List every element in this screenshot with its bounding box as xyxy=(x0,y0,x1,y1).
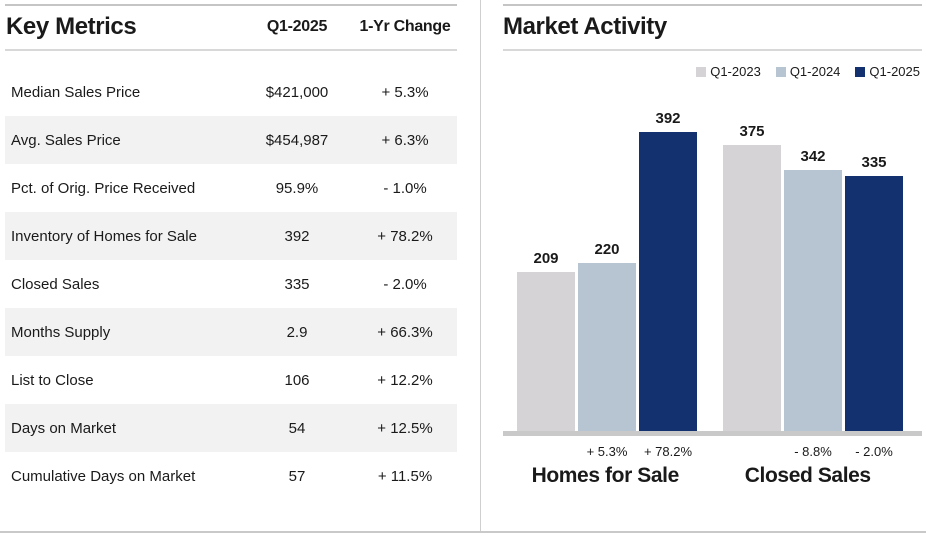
legend-swatch xyxy=(855,66,866,77)
table-row: List to Close 106 + 12.2% xyxy=(5,356,457,404)
metric-value: 392 xyxy=(284,227,310,245)
table-row: Median Sales Price $421,000 + 5.3% xyxy=(5,68,457,116)
bar xyxy=(578,263,636,431)
key-metrics-header: Key Metrics Q1-2025 1-Yr Change xyxy=(5,12,457,42)
bar-value-label: 375 xyxy=(739,123,765,140)
table-row: Pct. of Orig. Price Received 95.9% - 1.0% xyxy=(5,164,457,212)
key-metrics-title: Key Metrics xyxy=(6,13,137,40)
metric-value: 2.9 xyxy=(286,323,308,341)
bar-group: 375 342 335 xyxy=(723,123,903,431)
change-group: + 5.3% + 78.2% xyxy=(517,444,697,459)
market-activity-title-rule xyxy=(503,49,922,51)
metric-label: Median Sales Price xyxy=(11,83,141,101)
table-row: Inventory of Homes for Sale 392 + 78.2% xyxy=(5,212,457,260)
chart-bars: 209 220 392 375 342 335 xyxy=(503,91,922,431)
metric-change: + 6.3% xyxy=(381,131,429,149)
metric-label: Days on Market xyxy=(11,419,117,437)
metric-label: Inventory of Homes for Sale xyxy=(11,227,197,245)
metric-change: - 1.0% xyxy=(383,179,427,197)
bar-value-label: 392 xyxy=(655,110,681,127)
bar-cell: 335 xyxy=(845,154,903,431)
legend-item: Q1-2023 xyxy=(696,64,761,79)
metric-change: + 12.5% xyxy=(377,419,433,437)
chart-baseline xyxy=(503,431,922,436)
change-label: - 2.0% xyxy=(855,444,893,459)
bar-value-label: 335 xyxy=(861,154,887,171)
metric-label: Cumulative Days on Market xyxy=(11,467,196,485)
change-label: + 5.3% xyxy=(586,444,628,459)
table-row: Cumulative Days on Market 57 + 11.5% xyxy=(5,452,457,500)
table-row: Months Supply 2.9 + 66.3% xyxy=(5,308,457,356)
legend-swatch xyxy=(696,66,707,77)
table-row: Avg. Sales Price $454,987 + 6.3% xyxy=(5,116,457,164)
bar-cell: 375 xyxy=(723,123,781,431)
metric-value: $421,000 xyxy=(265,83,329,101)
change-group: - 8.8% - 2.0% xyxy=(723,444,903,459)
market-activity-panel: Market Activity Q1-2023 Q1-2024 Q1-2025 20… xyxy=(503,4,922,488)
metric-change: + 12.2% xyxy=(377,371,433,389)
change-label: + 78.2% xyxy=(643,444,693,459)
panel-divider xyxy=(480,0,481,533)
bar-cell: 342 xyxy=(784,148,842,431)
metric-value: 106 xyxy=(284,371,310,389)
metric-change: + 5.3% xyxy=(381,83,429,101)
bar xyxy=(517,272,575,431)
metric-label: Closed Sales xyxy=(11,275,100,293)
category-label: Closed Sales xyxy=(744,464,871,487)
chart-category-row: Homes for Sale Closed Sales xyxy=(503,464,922,488)
metric-value: $454,987 xyxy=(265,131,329,149)
metric-change: + 78.2% xyxy=(377,227,433,245)
table-row: Closed Sales 335 - 2.0% xyxy=(5,260,457,308)
legend-swatch xyxy=(775,66,786,77)
column-header-q1-2025: Q1-2025 xyxy=(266,18,328,35)
metric-change: + 66.3% xyxy=(377,323,433,341)
legend-label: Q1-2023 xyxy=(710,64,761,79)
bar-value-label: 220 xyxy=(594,241,620,258)
change-label: - 8.8% xyxy=(794,444,832,459)
key-metrics-body: Median Sales Price $421,000 + 5.3% Avg. Sal… xyxy=(5,68,457,500)
metric-value: 95.9% xyxy=(275,179,319,197)
bottom-rule xyxy=(0,531,926,533)
metric-change: + 11.5% xyxy=(377,467,433,485)
bar-value-label: 209 xyxy=(533,250,559,267)
category-label: Homes for Sale xyxy=(531,464,680,487)
change-label xyxy=(723,444,781,459)
chart-change-row: + 5.3% + 78.2% - 8.8% - 2.0% xyxy=(503,444,922,459)
bar xyxy=(639,132,697,431)
market-activity-title: Market Activity xyxy=(503,13,667,40)
metric-label: Avg. Sales Price xyxy=(11,131,121,149)
bar-value-label: 342 xyxy=(800,148,826,165)
bar xyxy=(845,176,903,431)
legend-label: Q1-2024 xyxy=(789,64,841,79)
key-metrics-panel: Key Metrics Q1-2025 1-Yr Change Median S… xyxy=(5,4,457,500)
column-header-1yr-change: 1-Yr Change xyxy=(359,18,451,35)
metric-value: 54 xyxy=(288,419,306,437)
bar-group: 209 220 392 xyxy=(517,110,697,431)
bar xyxy=(723,145,781,431)
metric-value: 57 xyxy=(288,467,306,485)
key-metrics-header-rule xyxy=(5,49,457,51)
chart-legend: Q1-2023 Q1-2024 Q1-2025 xyxy=(503,64,922,79)
legend-item: Q1-2025 xyxy=(855,64,920,79)
legend-label: Q1-2025 xyxy=(869,64,920,79)
metric-label: List to Close xyxy=(11,371,94,389)
table-row: Days on Market 54 + 12.5% xyxy=(5,404,457,452)
bar-cell: 392 xyxy=(639,110,697,431)
metric-value: 335 xyxy=(284,275,310,293)
legend-item: Q1-2024 xyxy=(775,64,841,79)
bar-cell: 209 xyxy=(517,250,575,431)
change-label xyxy=(517,444,575,459)
bar-cell: 220 xyxy=(578,241,636,431)
metric-change: - 2.0% xyxy=(383,275,427,293)
metric-label: Months Supply xyxy=(11,323,111,341)
bar xyxy=(784,170,842,431)
metric-label: Pct. of Orig. Price Received xyxy=(11,179,196,197)
